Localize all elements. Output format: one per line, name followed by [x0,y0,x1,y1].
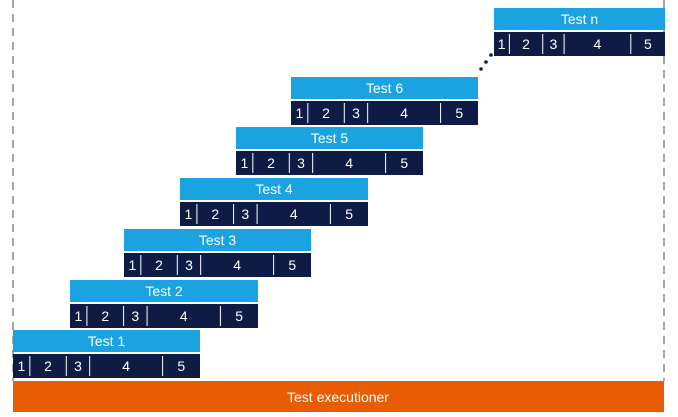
test-block: Test 1 1 2 3 4 5 [13,330,200,378]
segment-label: 3 [131,308,139,324]
segment-label: 2 [211,206,219,222]
test-title: Test n [561,11,598,27]
test-header [70,280,258,302]
executioner-label: Test executioner [287,389,389,405]
segment-label: 4 [290,206,298,222]
test-block: Test 2 1 2 3 4 5 [70,280,258,328]
test-block: Test 4 1 2 3 4 5 [180,178,368,226]
test-title: Test 5 [311,130,349,146]
segment-label: 1 [75,308,83,324]
test-title: Test 2 [145,283,183,299]
test-row [236,151,423,175]
segment-label: 2 [267,155,275,171]
segment-label: 3 [297,155,305,171]
test-block: Test n 1 2 3 4 5 [494,8,665,56]
segment-label: 2 [522,36,530,52]
test-header [124,229,311,251]
test-header [291,77,478,99]
segment-label: 5 [177,358,185,374]
segment-label: 5 [400,155,408,171]
test-row [124,253,311,277]
segment-label: 4 [233,257,241,273]
segment-label: 4 [180,308,188,324]
test-header [236,127,423,149]
test-title: Test 3 [199,232,237,248]
test-header [13,330,200,352]
segment-label: 5 [235,308,243,324]
segment-label: 2 [155,257,163,273]
segment-label: 5 [288,257,296,273]
segment-label: 2 [44,358,52,374]
test-block: Test 5 1 2 3 4 5 [236,127,423,175]
segment-label: 2 [322,105,330,121]
segment-label: 3 [74,358,82,374]
segment-label: 3 [241,206,249,222]
test-title: Test 1 [88,333,126,349]
segment-label: 3 [185,257,193,273]
test-block: Test 3 1 2 3 4 5 [124,229,311,277]
segment-label: 4 [345,155,353,171]
test-title: Test 4 [255,181,293,197]
ellipsis [479,53,493,71]
test-row [291,101,478,125]
segment-label: 5 [455,105,463,121]
segment-label: 5 [345,206,353,222]
segment-label: 1 [129,257,137,273]
test-row [494,32,665,56]
segment-label: 1 [498,36,506,52]
test-title: Test 6 [366,80,404,96]
segment-label: 1 [296,105,304,121]
segment-label: 4 [400,105,408,121]
segment-label: 4 [122,358,130,374]
segment-label: 5 [644,36,652,52]
test-row [180,202,368,226]
test-row [70,304,258,328]
test-header [180,178,368,200]
segment-label: 1 [185,206,193,222]
segment-label: 1 [241,155,249,171]
segment-label: 3 [352,105,360,121]
segment-label: 4 [594,36,602,52]
test-row [13,354,200,378]
test-block: Test 6 1 2 3 4 5 [291,77,478,125]
test-header [494,8,665,30]
executioner-bar [13,381,664,412]
segment-label: 1 [18,358,26,374]
segment-label: 3 [550,36,558,52]
segment-label: 2 [101,308,109,324]
